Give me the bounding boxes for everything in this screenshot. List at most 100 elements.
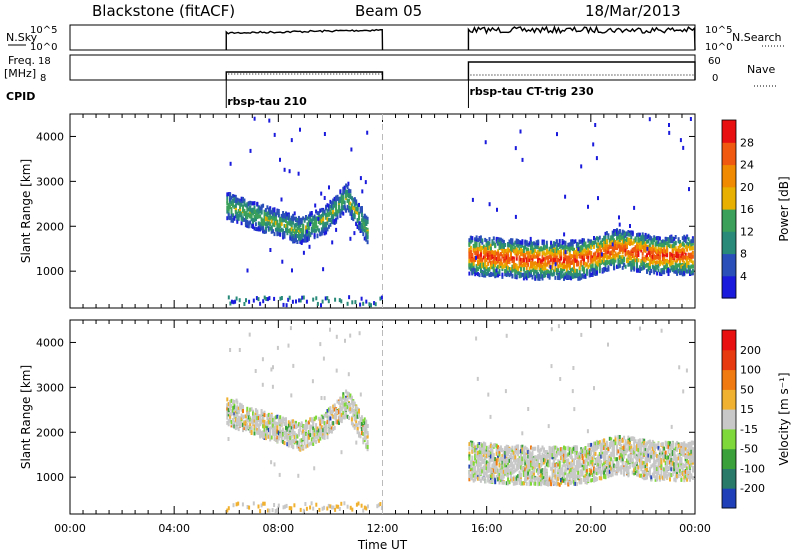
scatter-cell (291, 299, 294, 304)
scatter-cell (266, 297, 269, 302)
scatter-cell (353, 408, 356, 413)
scatter-cell (540, 261, 543, 266)
scatter-cell (510, 458, 512, 463)
scatter-cell (479, 235, 482, 240)
scatter-cell (330, 206, 333, 211)
scatter-cell (660, 243, 663, 247)
scatter-cell (478, 452, 481, 457)
scatter-cell (239, 402, 242, 407)
scatter-cell (563, 248, 565, 253)
scatter-cell (472, 269, 475, 274)
scatter-cell (505, 260, 508, 265)
scatter-cell (469, 263, 472, 268)
scatter-cell (669, 268, 671, 273)
scatter-cell (299, 227, 302, 232)
scatter-cell (515, 256, 518, 261)
scatter-cell (240, 403, 243, 408)
scatter-cell (468, 464, 471, 469)
scatter-cell (360, 427, 363, 431)
scatter-cell (651, 264, 654, 269)
scatter-cell (331, 240, 334, 245)
scatter-cell (643, 261, 646, 266)
scatter-cell (534, 254, 537, 259)
scatter-cell (528, 241, 531, 246)
scatter-cell (666, 237, 669, 242)
scatter-cell (262, 299, 265, 304)
scatter-cell (348, 407, 350, 412)
scatter-cell (239, 416, 242, 421)
scatter-cell (605, 267, 608, 272)
scatter-cell (246, 412, 249, 417)
scatter-cell (690, 270, 693, 275)
scatter-cell (535, 274, 538, 279)
scatter-cell (666, 259, 669, 263)
scatter-cell (522, 249, 525, 253)
scatter-cell (534, 265, 537, 270)
scatter-cell (327, 428, 330, 432)
scatter-cell (472, 243, 475, 248)
scatter-cell (237, 213, 240, 218)
scatter-cell (296, 434, 299, 439)
scatter-cell (309, 441, 312, 446)
scatter-cell (237, 198, 240, 203)
scatter-cell (636, 261, 638, 266)
scatter-cell (617, 239, 620, 244)
scatter-cell (246, 207, 249, 212)
scatter-cell (253, 426, 256, 431)
scatter-cell (578, 266, 581, 271)
scatter-cell (671, 249, 674, 253)
scatter-cell (287, 216, 290, 221)
scatter-cell (479, 442, 482, 447)
scatter-cell (346, 414, 349, 419)
scatter-cell (637, 268, 640, 273)
scatter-cell (262, 418, 265, 423)
scatter-cell (472, 468, 475, 473)
scatter-cell (494, 443, 497, 448)
scatter-cell (240, 199, 243, 204)
scatter-cell (477, 247, 479, 252)
scatter-cell (302, 224, 305, 229)
scatter-cell (292, 239, 295, 244)
scatter-cell (508, 471, 511, 475)
scatter-cell (246, 425, 249, 430)
scatter-cell (257, 206, 260, 211)
scatter-cell (588, 250, 591, 255)
scatter-cell (514, 272, 517, 277)
scatter-cell (280, 213, 283, 218)
scatter-cell (653, 235, 656, 240)
scatter-cell (551, 244, 554, 249)
scatter-cell (352, 206, 355, 210)
scatter-cell (477, 444, 479, 448)
scatter-cell (333, 425, 336, 430)
scatter-cell (330, 211, 333, 216)
scatter-cell (254, 408, 257, 413)
scatter-cell (374, 302, 377, 307)
scatter-cell (471, 466, 474, 471)
scatter-cell (355, 413, 358, 417)
scatter-cell (489, 251, 492, 256)
scatter-cell (502, 469, 505, 474)
scatter-cell (366, 434, 369, 439)
scatter-cell (471, 440, 474, 445)
scatter-cell (312, 430, 315, 434)
scatter-cell (474, 474, 477, 479)
scatter-cell (242, 405, 244, 409)
scatter-cell (669, 244, 671, 249)
scatter-cell (628, 232, 631, 237)
scatter-cell (365, 229, 368, 234)
scatter-cell (257, 297, 260, 302)
nave-tick-top: 60 (708, 56, 721, 67)
scatter-cell (683, 260, 686, 265)
scatter-cell (658, 262, 661, 267)
scatter-cell (514, 274, 517, 279)
scatter-cell (479, 466, 482, 471)
scatter-cell (352, 413, 355, 418)
scatter-cell (482, 250, 485, 255)
scatter-cell (346, 301, 349, 306)
scatter-cell (528, 254, 531, 259)
scatter-cell (495, 260, 498, 265)
scatter-cell (340, 206, 343, 211)
scatter-cell (560, 244, 563, 249)
scatter-cell (492, 474, 495, 479)
scatter-cell (365, 232, 368, 237)
